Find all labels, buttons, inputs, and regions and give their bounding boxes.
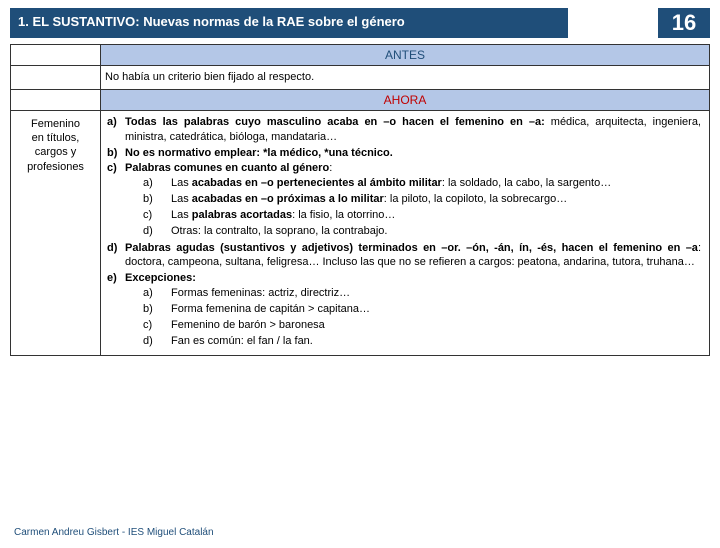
sub-c-b: b)Las acabadas en –o próximas a lo milit…	[125, 192, 701, 207]
item-e-bold: Excepciones:	[125, 272, 196, 284]
antes-header-row: ANTES	[11, 45, 710, 66]
antes-left	[11, 66, 101, 90]
item-d: d)Palabras agudas (sustantivos y adjetiv…	[105, 241, 701, 271]
antes-row: No había un criterio bien fijado al resp…	[11, 66, 710, 90]
left-line2: en títulos,	[32, 132, 80, 144]
sublist-c: a)Las acabadas en –o pertenecientes al á…	[125, 176, 701, 238]
antes-body: No había un criterio bien fijado al resp…	[101, 66, 710, 90]
sub-c-c: c)Las palabras acortadas: la fisio, la o…	[125, 208, 701, 223]
sub-e-a: a)Formas femeninas: actriz, directriz…	[125, 286, 701, 301]
antes-left-empty	[11, 45, 101, 66]
item-c-bold: Palabras comunes en cuanto al género	[125, 162, 329, 174]
sublist-e: a)Formas femeninas: actriz, directriz… b…	[125, 286, 701, 348]
item-a-bold: Todas las palabras cuyo masculino acaba …	[125, 116, 545, 128]
ahora-body: a)Todas las palabras cuyo masculino acab…	[101, 110, 710, 355]
sub-e-c: c)Femenino de barón > baronesa	[125, 318, 701, 333]
sub-e-b: b)Forma femenina de capitán > capitana…	[125, 302, 701, 317]
item-c: c)Palabras comunes en cuanto al género: …	[105, 161, 701, 239]
slide-number: 16	[658, 8, 710, 38]
ahora-header: AHORA	[101, 89, 710, 110]
ahora-row: Femenino en títulos, cargos y profesione…	[11, 110, 710, 355]
main-list: a)Todas las palabras cuyo masculino acab…	[105, 115, 701, 350]
item-a: a)Todas las palabras cuyo masculino acab…	[105, 115, 701, 145]
sub-e-d: d)Fan es común: el fan / la fan.	[125, 334, 701, 349]
content-table: ANTES No había un criterio bien fijado a…	[10, 44, 710, 356]
ahora-left: Femenino en títulos, cargos y profesione…	[11, 110, 101, 355]
item-e: e)Excepciones: a)Formas femeninas: actri…	[105, 271, 701, 349]
slide-title: 1. EL SUSTANTIVO: Nuevas normas de la RA…	[10, 8, 568, 38]
item-d-bold: Palabras agudas (sustantivos y adjetivos…	[125, 242, 698, 254]
left-line1: Femenino	[31, 118, 80, 130]
footer-credit: Carmen Andreu Gisbert - IES Miguel Catal…	[14, 527, 214, 538]
antes-header: ANTES	[101, 45, 710, 66]
sub-c-a: a)Las acabadas en –o pertenecientes al á…	[125, 176, 701, 191]
slide-header: 1. EL SUSTANTIVO: Nuevas normas de la RA…	[10, 8, 710, 38]
item-b: b)No es normativo emplear: *la médico, *…	[105, 146, 701, 161]
left-line3: cargos y	[35, 146, 77, 158]
sub-c-d: d)Otras: la contralto, la soprano, la co…	[125, 224, 701, 239]
ahora-header-row: AHORA	[11, 89, 710, 110]
ahora-left-empty	[11, 89, 101, 110]
left-line4: profesiones	[27, 161, 84, 173]
